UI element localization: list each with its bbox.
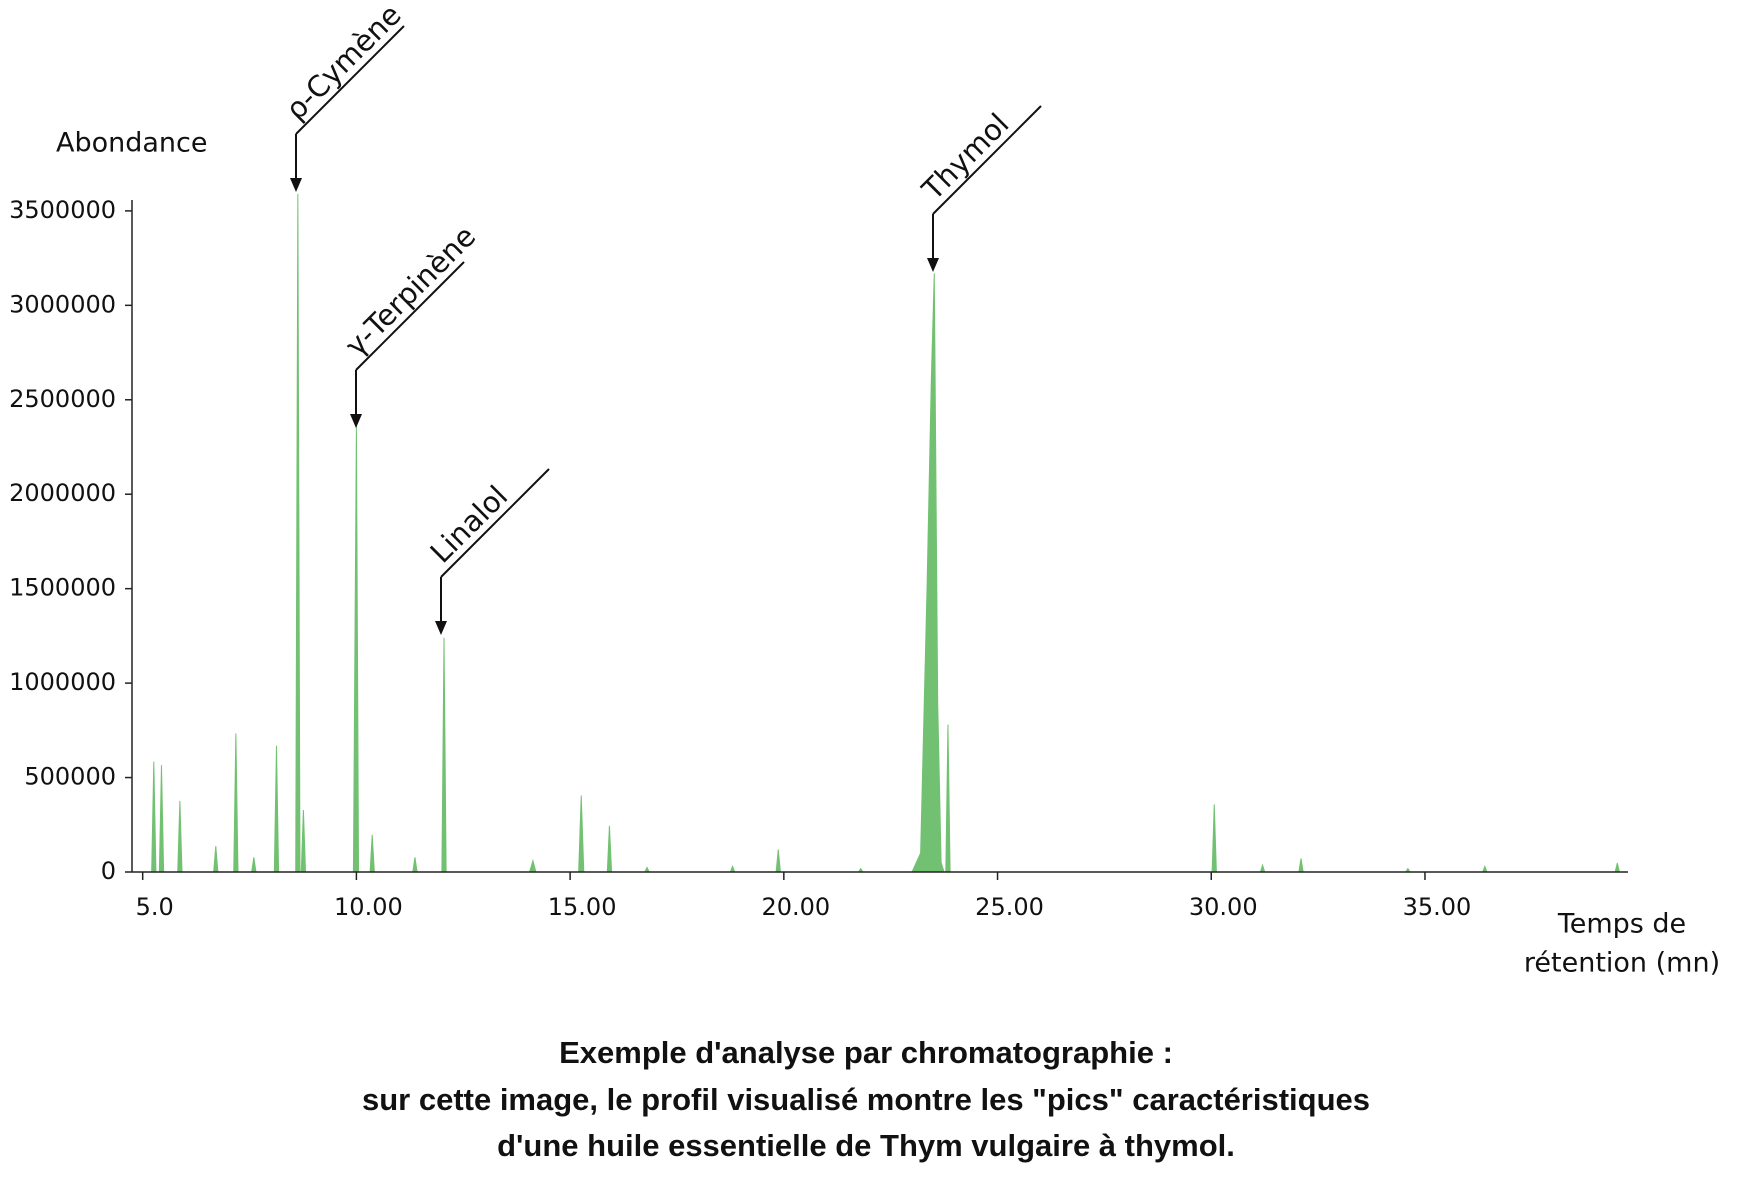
arrow-head — [435, 621, 447, 635]
arrow-head — [290, 178, 302, 192]
x-tick-label: 35.00 — [1403, 893, 1472, 921]
arrow-head — [350, 414, 362, 428]
y-tick-label: 2000000 — [9, 479, 116, 507]
x-tick-label: 20.00 — [761, 893, 830, 921]
x-tick-label: 5.0 — [136, 893, 174, 921]
x-tick-label: 10.00 — [334, 893, 403, 921]
chromatogram-area — [132, 193, 1628, 873]
arrow-head — [927, 258, 939, 272]
x-tick-label: 30.00 — [1189, 893, 1258, 921]
y-tick-label: 3500000 — [9, 196, 116, 224]
y-tick-label: 0 — [101, 857, 116, 885]
caption: Exemple d'analyse par chromatographie : — [559, 1035, 1173, 1070]
caption: sur cette image, le profil visualisé mon… — [362, 1082, 1370, 1117]
x-tick-label: 25.00 — [975, 893, 1044, 921]
peak-annotation: Thymol — [915, 107, 1016, 208]
y-tick-label: 1000000 — [9, 668, 116, 696]
leader-line — [932, 105, 1042, 215]
y-tick-label: 3000000 — [9, 290, 116, 318]
leader-line — [295, 25, 405, 135]
x-axis-label: rétention (mn) — [1524, 948, 1720, 979]
y-axis-label: Abondance — [56, 128, 208, 159]
x-axis-label: Temps de — [1557, 909, 1686, 940]
caption: d'une huile essentielle de Thym vulgaire… — [497, 1128, 1235, 1163]
y-tick-label: 500000 — [24, 763, 116, 791]
peak-annotation: ρ-Cymène — [279, 0, 408, 127]
leader-line — [440, 468, 550, 578]
x-tick-label: 15.00 — [548, 893, 617, 921]
peak-annotation: γ-Terpinène — [339, 219, 483, 363]
leader-line — [355, 261, 465, 371]
y-tick-label: 1500000 — [9, 574, 116, 602]
y-tick-label: 2500000 — [9, 385, 116, 413]
peak-annotation: Linalol — [424, 479, 515, 570]
